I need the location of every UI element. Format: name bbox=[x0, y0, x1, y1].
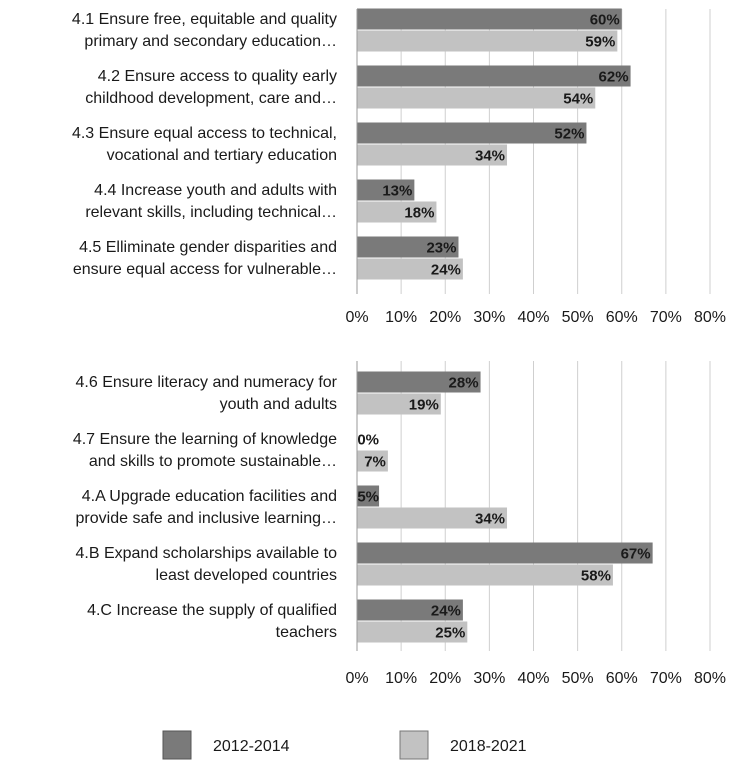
x-tick-label: 0% bbox=[345, 670, 368, 687]
bar-2012-2014 bbox=[357, 236, 459, 258]
legend: 2012-2014 2018-2021 bbox=[162, 730, 527, 760]
chart-panel-top: 0% 10% 20% 30% 40% 50% 60% 70% 80% 4.1 Ensure fre… bbox=[72, 8, 726, 326]
legend-label-2018-2021: 2018-2021 bbox=[450, 738, 527, 755]
bar-2018-2021 bbox=[357, 30, 618, 52]
data-label: 60% bbox=[590, 12, 620, 29]
category-label: 4.A Upgrade education facilities and prov… bbox=[76, 488, 337, 527]
category-label: 4.6 Ensure literacy and numeracy for yout… bbox=[76, 374, 338, 413]
category-label-line: 4.A Upgrade education facilities and bbox=[82, 488, 337, 505]
category-label-line: 4.5 Elliminate gender disparities and bbox=[79, 239, 337, 256]
category-label-line: 4.6 Ensure literacy and numeracy for bbox=[76, 374, 338, 391]
legend-swatch-2018-2021 bbox=[399, 730, 429, 760]
category-label-line: youth and adults bbox=[220, 396, 337, 413]
data-label: 34% bbox=[475, 511, 505, 528]
data-label: 23% bbox=[426, 240, 456, 257]
x-tick-label: 40% bbox=[517, 670, 549, 687]
x-tick-label: 50% bbox=[562, 670, 594, 687]
category-label-line: 4.C Increase the supply of qualified bbox=[87, 602, 337, 619]
category-label: 4.7 Ensure the learning of knowledge and … bbox=[73, 431, 337, 470]
x-tick-label: 40% bbox=[517, 309, 549, 326]
x-tick-label: 50% bbox=[562, 309, 594, 326]
x-tick-label: 70% bbox=[650, 309, 682, 326]
category-label-line: relevant skills, including technical… bbox=[85, 204, 337, 221]
category-label: 4.B Expand scholarships available to leas… bbox=[76, 545, 338, 584]
category-label-line: 4.B Expand scholarships available to bbox=[76, 545, 338, 562]
x-tick-label: 80% bbox=[694, 309, 726, 326]
x-tick-label: 20% bbox=[429, 670, 461, 687]
x-tick-label: 80% bbox=[694, 670, 726, 687]
category-label-line: childhood development, care and… bbox=[85, 90, 337, 107]
data-label: 13% bbox=[382, 183, 412, 200]
category-label-line: least developed countries bbox=[156, 567, 337, 584]
category-label-line: 4.4 Increase youth and adults with bbox=[94, 182, 337, 199]
x-tick-label: 60% bbox=[606, 309, 638, 326]
category-label-line: vocational and tertiary education bbox=[107, 147, 337, 164]
x-tick-label: 10% bbox=[385, 670, 417, 687]
category-label: 4.1 Ensure free, equitable and quality pr… bbox=[72, 11, 337, 50]
x-tick-label: 60% bbox=[606, 670, 638, 687]
bar-2018-2021 bbox=[357, 393, 441, 415]
bar-2012-2014 bbox=[357, 485, 380, 507]
bar-2018-2021 bbox=[357, 87, 596, 109]
data-label: 34% bbox=[475, 148, 505, 165]
data-label: 52% bbox=[554, 126, 584, 143]
x-tick-label: 10% bbox=[385, 309, 417, 326]
bar-2018-2021 bbox=[357, 507, 508, 529]
bar-2018-2021 bbox=[357, 144, 508, 166]
bar-2018-2021 bbox=[357, 564, 613, 586]
data-label: 18% bbox=[404, 205, 434, 222]
data-label: 58% bbox=[581, 568, 611, 585]
category-label-line: provide safe and inclusive learning… bbox=[76, 510, 337, 527]
data-label: 5% bbox=[357, 489, 379, 506]
category-label-line: 4.3 Ensure equal access to technical, bbox=[72, 125, 337, 142]
bar-2018-2021 bbox=[357, 450, 388, 472]
legend-swatch-2012-2014 bbox=[162, 730, 192, 760]
data-label: 24% bbox=[431, 603, 461, 620]
data-label: 28% bbox=[449, 375, 479, 392]
category-label-line: primary and secondary education… bbox=[84, 33, 337, 50]
data-label: 7% bbox=[364, 454, 386, 471]
x-tick-label: 30% bbox=[473, 670, 505, 687]
x-tick-label: 30% bbox=[473, 309, 505, 326]
bar-2018-2021 bbox=[357, 201, 437, 223]
category-label: 4.4 Increase youth and adults with releva… bbox=[85, 182, 337, 221]
data-label: 0% bbox=[357, 432, 379, 449]
category-label: 4.3 Ensure equal access to technical, voc… bbox=[72, 125, 337, 164]
category-label-line: and skills to promote sustainable… bbox=[89, 453, 337, 470]
category-label-line: teachers bbox=[276, 624, 337, 641]
data-label: 25% bbox=[435, 625, 465, 642]
data-label: 54% bbox=[563, 91, 593, 108]
data-label: 67% bbox=[621, 546, 651, 563]
x-tick-label: 70% bbox=[650, 670, 682, 687]
category-label: 4.5 Elliminate gender disparities and ens… bbox=[73, 239, 337, 278]
bar-2012-2014 bbox=[357, 8, 622, 30]
data-label: 62% bbox=[599, 69, 629, 86]
bar-2018-2021 bbox=[357, 621, 468, 643]
bar-2012-2014 bbox=[357, 122, 587, 144]
x-tick-label: 0% bbox=[345, 309, 368, 326]
data-label: 24% bbox=[431, 262, 461, 279]
data-label: 59% bbox=[585, 34, 615, 51]
category-label-line: 4.2 Ensure access to quality early bbox=[98, 68, 337, 85]
bar-2012-2014 bbox=[357, 179, 415, 201]
data-label: 19% bbox=[409, 397, 439, 414]
bar-2012-2014 bbox=[357, 65, 631, 87]
bar-2012-2014 bbox=[357, 599, 463, 621]
category-label: 4.2 Ensure access to quality early childh… bbox=[85, 68, 337, 107]
bar-2012-2014 bbox=[357, 542, 653, 564]
bar-2012-2014 bbox=[357, 371, 481, 393]
legend-label-2012-2014: 2012-2014 bbox=[213, 738, 290, 755]
bar-2018-2021 bbox=[357, 258, 463, 280]
category-label: 4.C Increase the supply of qualified teac… bbox=[87, 602, 337, 641]
category-label-line: 4.1 Ensure free, equitable and quality bbox=[72, 11, 337, 28]
category-label-line: 4.7 Ensure the learning of knowledge bbox=[73, 431, 337, 448]
x-tick-label: 20% bbox=[429, 309, 461, 326]
category-label-line: ensure equal access for vulnerable… bbox=[73, 261, 337, 278]
chart-panel-bottom: 0% 10% 20% 30% 40% 50% 60% 70% 80% 4.6 Ensure lit… bbox=[73, 361, 726, 687]
